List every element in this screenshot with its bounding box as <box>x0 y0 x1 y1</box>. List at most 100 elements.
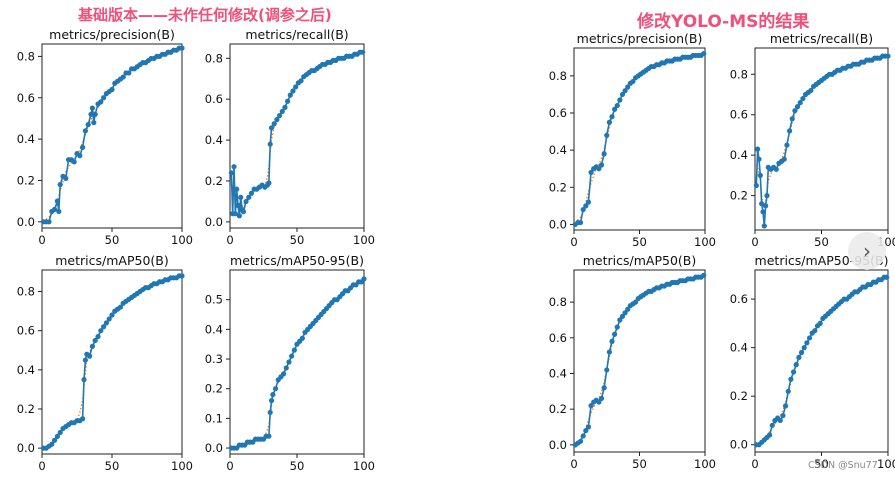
data-point <box>98 328 104 334</box>
y-tick-label: 0.4 <box>730 341 748 355</box>
y-tick-label: 0.6 <box>549 331 567 345</box>
data-point <box>235 202 241 209</box>
data-point <box>701 50 707 57</box>
data-point <box>612 331 618 337</box>
data-point <box>588 169 594 176</box>
data-point <box>106 316 112 322</box>
data-point <box>797 100 803 106</box>
axes-frame <box>229 43 365 229</box>
data-point <box>89 343 95 349</box>
data-point <box>85 122 91 128</box>
y-tick-label: 0.4 <box>549 143 567 157</box>
right-heading: 修改YOLO-MS的结果 <box>637 12 810 32</box>
data-point <box>598 162 605 168</box>
data-point <box>286 359 292 365</box>
smooth-series-line <box>230 52 363 209</box>
next-image-button[interactable]: › <box>848 232 886 270</box>
data-point <box>614 324 620 330</box>
plot-left-map50-95: metrics/mAP50-95(B) 0 50 100 0.0 0.1 0.2 0.3 0.4… <box>205 253 375 473</box>
data-point <box>52 206 58 212</box>
data-point <box>763 203 769 209</box>
data-point <box>601 385 607 391</box>
x-tick-label: 0 <box>570 457 577 471</box>
axes-frame <box>41 43 183 229</box>
data-point <box>92 337 98 344</box>
data-point <box>126 70 132 76</box>
data-point <box>285 98 291 104</box>
y-tick-label: 0.6 <box>205 92 223 106</box>
data-point <box>767 432 773 438</box>
data-point <box>57 429 63 436</box>
results-series-line <box>574 52 705 226</box>
axes-frame <box>754 269 889 453</box>
data-point <box>790 369 797 375</box>
data-point <box>299 335 305 341</box>
data-point <box>782 403 789 409</box>
data-point <box>793 362 799 368</box>
data-point <box>91 119 97 126</box>
data-point <box>179 273 185 279</box>
data-point <box>361 276 367 282</box>
data-point <box>806 335 813 341</box>
data-point <box>266 180 272 186</box>
x-tick-label: 0 <box>226 459 233 473</box>
data-point <box>588 403 594 409</box>
y-tick-label: 0.4 <box>549 366 567 380</box>
data-point <box>630 78 636 85</box>
left-heading: 基础版本——未作任何修改(调参之后) <box>78 6 332 24</box>
plot-title: metrics/precision(B) <box>577 31 703 46</box>
y-tick-label: 0.0 <box>730 438 748 452</box>
data-point <box>240 209 246 215</box>
plot-left-map50: metrics/mAP50(B) 0 50 100 0.0 0.2 0.4 0.6 0.8 <box>17 253 193 473</box>
x-tick-label: 50 <box>814 235 829 249</box>
data-point <box>54 198 61 204</box>
smooth-series-line <box>231 280 365 449</box>
data-point <box>231 164 237 170</box>
x-tick-label: 0 <box>38 459 45 473</box>
plot-right-map50: metrics/mAP50(B) 0 50 100 0.0 0.2 0.4 0.6 0.8 <box>549 253 716 471</box>
data-point <box>95 333 101 340</box>
smooth-series-line <box>574 54 704 224</box>
x-tick-label: 100 <box>353 233 375 247</box>
data-point <box>609 338 615 344</box>
data-point <box>87 353 93 359</box>
y-tick-label: 0.4 <box>730 148 748 162</box>
results-series-line <box>231 278 365 449</box>
data-point <box>625 84 631 90</box>
y-tick-label: 0.2 <box>730 189 748 203</box>
data-point <box>784 142 790 148</box>
data-point <box>619 91 626 98</box>
data-point <box>234 186 240 192</box>
data-point <box>238 194 244 200</box>
data-point <box>884 274 890 280</box>
data-point <box>281 371 287 377</box>
data-point <box>236 213 242 219</box>
y-tick-label: 0.6 <box>17 91 35 105</box>
data-point <box>52 437 58 443</box>
data-point <box>101 324 107 330</box>
data-point <box>622 310 628 316</box>
y-tick-label: 0.5 <box>205 293 223 307</box>
y-tick-label: 0.8 <box>549 69 567 83</box>
data-point <box>601 151 607 157</box>
data-point <box>701 272 707 278</box>
data-point <box>785 388 791 394</box>
data-point <box>777 417 783 424</box>
y-tick-label: 0.4 <box>17 132 35 146</box>
y-tick-label: 0.6 <box>730 292 748 306</box>
data-point <box>81 377 87 383</box>
data-point <box>290 88 296 94</box>
data-point <box>57 181 63 188</box>
y-tick-label: 0.2 <box>730 389 748 403</box>
data-point <box>109 86 115 93</box>
data-point <box>267 141 273 147</box>
x-tick-label: 0 <box>226 233 233 247</box>
plot-left-recall: metrics/recall(B) 0 50 100 0.0 0.2 0.4 0.6 0.8 <box>205 27 375 247</box>
x-tick-label: 100 <box>877 457 895 471</box>
x-tick-label: 50 <box>290 233 305 247</box>
y-tick-label: 0.2 <box>549 402 567 416</box>
data-point <box>109 312 115 318</box>
data-point <box>619 313 626 319</box>
data-point <box>617 317 623 323</box>
